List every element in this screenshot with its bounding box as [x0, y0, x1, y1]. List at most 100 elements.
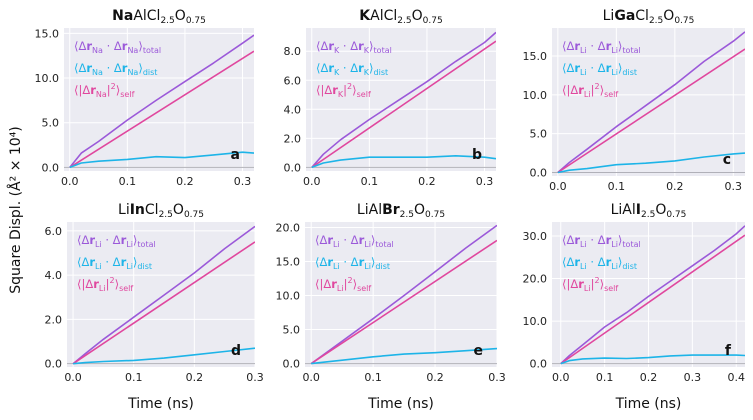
x-tick-label: 0.1	[125, 371, 143, 384]
y-tick-label: 10.0	[276, 290, 301, 303]
y-tick-label: 10.0	[35, 72, 60, 85]
chart-title: LiInCl2.5O0.75	[118, 202, 204, 220]
series-line-dist	[69, 151, 254, 169]
legend-dist: ⟨ΔrNa · ΔrNa⟩dist	[74, 61, 157, 77]
y-tick-label: 5.0	[42, 117, 60, 130]
legend: ⟨ΔrK · ΔrK⟩total ⟨ΔrK · ΔrK⟩dist ⟨|ΔrK|2⟩s…	[316, 39, 392, 99]
x-tick-label: 0.3	[476, 175, 494, 188]
legend-self: ⟨|ΔrK|2⟩self	[316, 82, 371, 99]
x-tick-label: 0.1	[364, 371, 382, 384]
y-tick-label: 5.0	[283, 324, 301, 337]
y-tick-label: 6.0	[284, 74, 302, 87]
x-tick-label: 0.0	[549, 180, 567, 193]
plot-area-e	[305, 222, 497, 367]
x-tick-label: 0.0	[302, 371, 320, 384]
x-tick-label: 0.1	[596, 371, 614, 384]
legend-total: ⟨ΔrLi · ΔrLi⟩total	[315, 233, 394, 249]
series-line-self	[311, 40, 496, 169]
y-tick-label: 10.0	[523, 89, 548, 102]
x-tick-label: 0.3	[234, 175, 252, 188]
legend: ⟨ΔrLi · ΔrLi⟩total ⟨ΔrLi · ΔrLi⟩dist ⟨|ΔrL…	[77, 233, 156, 293]
chart-panel-e: 0.0 0.1 0.2 0.3 0.0 5.0 10.0 15.0 20.0 LiAlBr2.5O…	[276, 202, 506, 412]
legend-self: ⟨|ΔrLi|2⟩self	[77, 276, 133, 293]
legend-total: ⟨ΔrK · ΔrK⟩total	[316, 39, 392, 55]
x-tick-label: 0.2	[186, 371, 204, 384]
x-tick-label: 0.3	[488, 371, 506, 384]
x-tick-label: 0.2	[418, 175, 436, 188]
chart-title: KAlCl2.5O0.75	[359, 8, 442, 26]
legend: ⟨ΔrLi · ΔrLi⟩total ⟨ΔrLi · ΔrLi⟩dist ⟨|ΔrL…	[562, 233, 641, 293]
panel-label: a	[231, 147, 240, 163]
panel-label: f	[725, 343, 732, 359]
series-line-self	[560, 234, 745, 365]
x-axis-label: Time (ns)	[615, 396, 682, 412]
x-tick-label: 0.1	[361, 175, 379, 188]
x-tick-label: 0.0	[303, 175, 321, 188]
legend-self: ⟨|ΔrLi|2⟩self	[562, 276, 618, 293]
panel-label: b	[472, 147, 482, 163]
x-tick-label: 0.2	[640, 371, 658, 384]
series-line-total	[69, 34, 254, 168]
legend: ⟨ΔrLi · ΔrLi⟩total ⟨ΔrLi · ΔrLi⟩dist ⟨|ΔrL…	[562, 39, 641, 99]
legend-dist: ⟨ΔrLi · ΔrLi⟩dist	[77, 255, 152, 271]
y-tick-label: 0.0	[42, 161, 60, 174]
y-tick-label: 30.0	[523, 230, 548, 243]
chart-panel-d: 0.0 0.1 0.2 0.3 0.0 2.0 4.0 6.0 LiInCl2.5O0.75 ⟨Δ…	[45, 202, 264, 412]
legend-total: ⟨ΔrLi · ΔrLi⟩total	[562, 233, 641, 249]
series-line-total	[72, 225, 255, 365]
series-line-dist	[311, 155, 496, 169]
legend-dist: ⟨ΔrK · ΔrK⟩dist	[316, 61, 388, 77]
x-tick-label: 0.3	[684, 371, 702, 384]
series-line-total	[311, 31, 496, 168]
chart-panel-f: 0.0 0.1 0.2 0.3 0.4 0.0 10.0 20.0 30.0 LiAlI2.5O0…	[523, 202, 745, 412]
chart-title: LiAlBr2.5O0.75	[357, 202, 445, 220]
x-tick-label: 0.4	[727, 371, 745, 384]
chart-title: NaAlCl2.5O0.75	[112, 8, 206, 26]
panels: 0.0 0.1 0.2 0.3 0.0 5.0 10.0 15.0 NaAlCl2.5O0.75…	[35, 8, 745, 412]
figure-ylabel: Square Displ. (Å² × 10⁴)	[7, 126, 24, 294]
legend-dist: ⟨ΔrLi · ΔrLi⟩dist	[562, 255, 637, 271]
legend-dist: ⟨ΔrLi · ΔrLi⟩dist	[315, 255, 390, 271]
y-tick-label: 6.0	[45, 225, 63, 238]
x-tick-label: 0.1	[608, 180, 626, 193]
y-tick-label: 0.0	[530, 167, 548, 180]
legend: ⟨ΔrNa · ΔrNa⟩total ⟨ΔrNa · ΔrNa⟩dist ⟨|ΔrN…	[74, 39, 161, 99]
x-tick-label: 0.3	[246, 371, 264, 384]
y-tick-label: 4.0	[284, 103, 302, 116]
series-line-dist	[73, 347, 255, 365]
y-tick-label: 15.0	[276, 255, 301, 268]
y-tick-label: 0.0	[45, 358, 63, 371]
series-line-self	[69, 50, 254, 169]
x-tick-label: 0.2	[176, 175, 194, 188]
x-axis-label: Time (ns)	[367, 396, 434, 412]
y-tick-label: 5.0	[530, 128, 548, 141]
legend-self: ⟨|ΔrNa|2⟩self	[74, 82, 135, 99]
series-line-self	[557, 48, 745, 174]
y-tick-label: 2.0	[45, 313, 63, 326]
panel-label: e	[474, 343, 484, 359]
y-tick-label: 15.0	[523, 50, 548, 63]
series-line-total	[560, 225, 745, 365]
panel-label: c	[723, 152, 731, 168]
y-tick-label: 15.0	[35, 27, 60, 40]
legend-total: ⟨ΔrLi · ΔrLi⟩total	[562, 39, 641, 55]
chart-panel-c: 0.0 0.1 0.2 0.3 0.0 5.0 10.0 15.0 LiGaCl2.5O0.75…	[523, 8, 745, 193]
series-line-dist	[311, 347, 497, 365]
x-tick-label: 0.0	[552, 371, 570, 384]
y-tick-label: 20.0	[276, 221, 301, 234]
y-tick-label: 20.0	[523, 273, 548, 286]
panel-label: d	[231, 343, 241, 359]
y-tick-label: 8.0	[284, 45, 302, 58]
y-tick-label: 10.0	[523, 315, 548, 328]
chart-title: LiGaCl2.5O0.75	[603, 8, 695, 26]
series-line-self	[310, 239, 497, 365]
legend-self: ⟨|ΔrLi|2⟩self	[315, 276, 371, 293]
x-tick-label: 0.1	[119, 175, 137, 188]
legend-self: ⟨|ΔrLi|2⟩self	[562, 82, 618, 99]
y-tick-label: 0.0	[283, 358, 301, 371]
legend-total: ⟨ΔrLi · ΔrLi⟩total	[77, 233, 156, 249]
x-axis-label: Time (ns)	[127, 396, 194, 412]
x-tick-label: 0.3	[725, 180, 743, 193]
legend: ⟨ΔrLi · ΔrLi⟩total ⟨ΔrLi · ΔrLi⟩dist ⟨|ΔrL…	[315, 233, 394, 293]
